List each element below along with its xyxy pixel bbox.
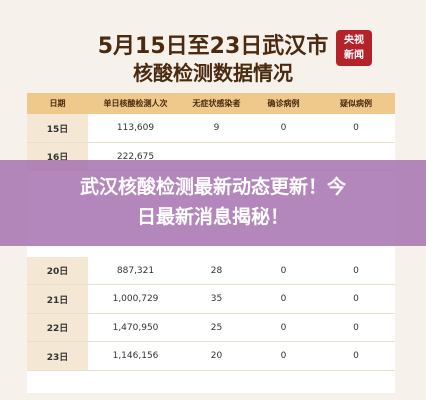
banner: 武汉核酸检测最新动态更新！今 日最新消息揭秘！	[0, 160, 426, 246]
table-cell: 15日	[27, 114, 88, 143]
row-separator	[27, 141, 395, 143]
title: 5月15日至23日武汉市	[97, 34, 329, 59]
table-cell: 0	[280, 322, 287, 333]
table-cell: 日期	[27, 93, 88, 114]
table-cell: 疑似病例	[317, 93, 395, 114]
subtitle: 核酸检测数据情况	[133, 61, 293, 85]
table-cell: 0	[353, 294, 359, 305]
table-cell: 0	[353, 322, 359, 333]
row-separator	[27, 341, 395, 342]
table-cell: 20日	[27, 256, 88, 285]
table-cell: 35	[210, 294, 223, 305]
table-cell: 1,000,729	[112, 294, 159, 305]
table-cell: 222,675	[116, 151, 155, 162]
banner-text: 日最新消息揭秘！	[136, 206, 289, 228]
table-cell: 1,146,156	[112, 351, 159, 362]
table-cell: 无症状感染者	[183, 93, 250, 114]
logo: 央视 新闻	[336, 30, 372, 66]
table-cell: 0	[353, 265, 359, 276]
logo-text: 新闻	[344, 50, 364, 61]
table-cell: 0	[280, 123, 287, 134]
table-cell: 0	[280, 265, 287, 276]
banner-text: 武汉核酸检测最新动态更新！今	[79, 176, 346, 198]
row-separator	[27, 312, 395, 314]
table-cell: 0	[280, 294, 287, 305]
table-cell: 887,321	[116, 265, 155, 276]
row-separator	[27, 284, 395, 285]
table-cell: 0	[353, 351, 359, 362]
logo-text: 央视	[344, 35, 364, 46]
table-cell: 22日	[27, 313, 88, 342]
table-cell: 23日	[27, 342, 88, 371]
table-cell: 0	[280, 351, 287, 362]
table-cell: 21日	[27, 285, 88, 314]
table-cell: 9	[213, 123, 220, 134]
table-cell: 113,609	[116, 123, 155, 134]
table-cell: 1,470,950	[112, 322, 159, 333]
table-cell: 0	[353, 123, 359, 134]
table-cell: 确诊病例	[250, 93, 317, 114]
table-cell: 20	[210, 351, 223, 362]
row-separator	[27, 369, 395, 371]
table-cell: 25	[210, 322, 223, 333]
table-cell: 28	[210, 265, 223, 276]
table-cell: 单日核酸检测人次	[88, 93, 183, 114]
